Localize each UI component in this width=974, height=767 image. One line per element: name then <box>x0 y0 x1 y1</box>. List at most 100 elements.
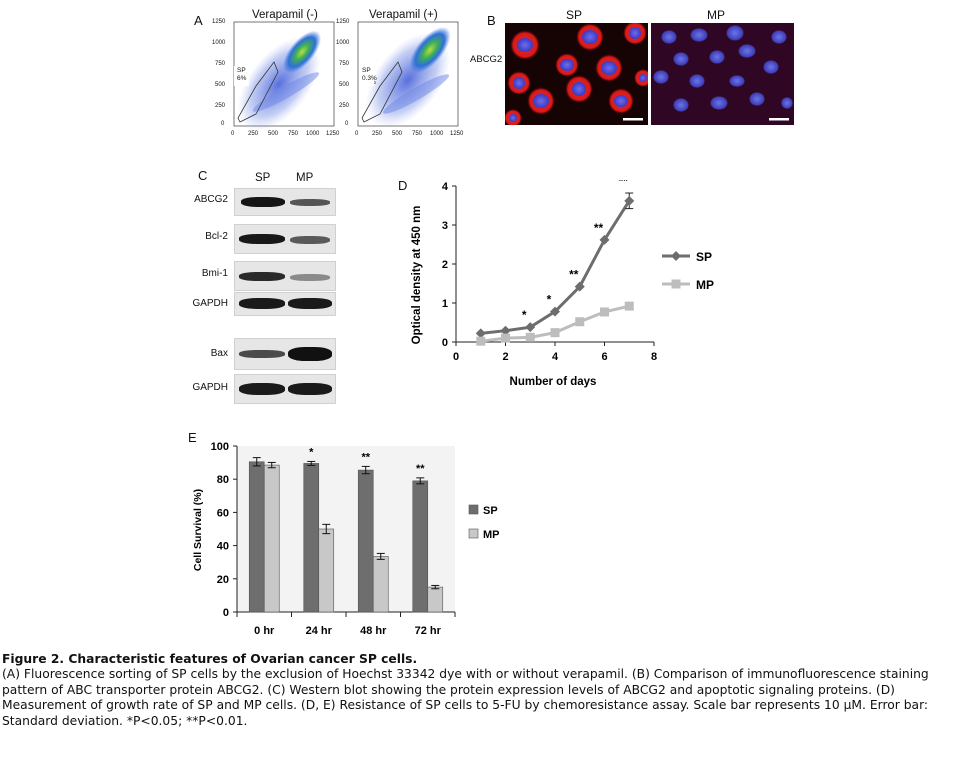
growth-y-axis-label: Optical density at 450 nm <box>411 206 423 345</box>
survival-x-tick-label: 48 hr <box>360 625 387 637</box>
western-blot-label: GAPDH <box>192 382 228 393</box>
panel-a-flow-cytometry: SP 6% SP 0.3% <box>233 21 459 132</box>
flow-x-tick: 250 <box>372 131 383 137</box>
growth-point-mp <box>575 317 585 327</box>
survival-legend-label: MP <box>483 529 500 541</box>
growth-x-tick-label: 6 <box>601 351 607 363</box>
growth-legend-marker <box>671 251 681 261</box>
growth-y-tick-label: 0 <box>442 337 448 349</box>
growth-significance-mark: ** <box>569 268 579 282</box>
panel-b-letter: B <box>487 13 496 28</box>
growth-point-sp <box>550 306 560 317</box>
flow-plot-2-title: Verapamil (+) <box>369 9 438 21</box>
western-blot-label: Bax <box>210 348 228 359</box>
flow-plot-1-title: Verapamil (-) <box>252 9 318 21</box>
growth-x-tick-label: 8 <box>651 351 657 363</box>
survival-bar-mp <box>372 556 389 613</box>
figure-caption-body: (A) Fluorescence sorting of SP cells by … <box>2 667 929 728</box>
growth-legend-marker <box>671 279 681 289</box>
flow-x-tick: 500 <box>268 131 279 137</box>
survival-bar-sp <box>248 461 265 613</box>
growth-y-tick-label: 3 <box>442 220 448 232</box>
survival-bar-mp <box>263 464 280 613</box>
western-blot-label: Bmi-1 <box>201 268 228 279</box>
survival-legend-swatch <box>468 528 479 539</box>
flow-x-tick: 1000 <box>430 131 444 137</box>
growth-point-sp <box>624 195 635 206</box>
flow-x-tick: 1000 <box>306 131 320 137</box>
flow-x-tick: 0 <box>355 131 359 137</box>
survival-significance-mark: ** <box>416 463 425 475</box>
growth-significance-mark: * <box>547 293 552 307</box>
survival-y-tick-label: 20 <box>217 574 229 586</box>
panel-e-letter: E <box>188 430 197 445</box>
flow-x-tick: 750 <box>412 131 423 137</box>
survival-x-tick-label: 72 hr <box>415 625 442 637</box>
growth-point-mp <box>525 332 535 342</box>
immunofluorescence-mp-image <box>651 23 794 125</box>
growth-point-sp <box>599 234 610 245</box>
flow-y-tick: 1000 <box>212 40 226 46</box>
survival-y-tick-label: 0 <box>223 607 229 619</box>
panel-a-flow-plots <box>200 0 360 1</box>
growth-legend-label: MP <box>696 278 714 292</box>
growth-point-sp <box>500 325 511 336</box>
survival-bar-sp <box>357 469 374 613</box>
growth-point-mp <box>476 336 486 346</box>
flow-y-tick: 1250 <box>212 19 226 25</box>
panel-b-mp-label: MP <box>707 8 725 22</box>
growth-point-sp <box>525 322 536 333</box>
growth-significance-mark: ** <box>594 221 604 235</box>
flow-plot-1-gate-label: SP <box>237 67 246 74</box>
survival-legend-label: SP <box>483 505 498 517</box>
western-blot-gapdh-2 <box>234 374 336 404</box>
panel-c-mp-label: MP <box>296 172 314 184</box>
survival-bar-sp <box>303 463 320 613</box>
panel-b-sp-label: SP <box>566 8 583 22</box>
flow-y-tick: 500 <box>215 82 226 88</box>
survival-significance-mark: ** <box>361 451 370 463</box>
western-blot-gapdh-1 <box>234 292 336 316</box>
flow-y-tick: 250 <box>215 103 226 109</box>
survival-significance-mark: * <box>309 446 314 458</box>
growth-point-mp <box>501 333 510 343</box>
western-blot-label: ABCG2 <box>194 194 228 205</box>
growth-y-tick-label: 1 <box>442 298 448 310</box>
panel-b-row-label: ABCG2 <box>470 54 503 65</box>
panel-c-sp-label: SP <box>255 172 271 184</box>
survival-x-tick-label: 24 hr <box>306 625 333 637</box>
flow-y-tick: 0 <box>221 121 225 127</box>
panel-a-letter: A <box>194 13 203 28</box>
flow-y-tick: 1000 <box>336 40 350 46</box>
flow-plot-1: SP 6% <box>233 21 335 132</box>
western-blot-bcl2 <box>234 224 336 254</box>
growth-x-tick-label: 4 <box>552 351 559 363</box>
flow-y-tick: 750 <box>215 61 226 67</box>
growth-legend-label: SP <box>696 250 712 264</box>
survival-y-axis-label: Cell Survival (%) <box>192 489 204 571</box>
western-blot-bax <box>234 338 336 370</box>
flow-y-tick: 1250 <box>336 19 350 25</box>
flow-plot-2-gate-pct: 0.3% <box>362 75 377 82</box>
survival-bar-mp <box>427 586 444 613</box>
survival-y-tick-label: 40 <box>217 541 229 553</box>
survival-y-tick-label: 80 <box>217 474 229 486</box>
growth-significance-mark: * <box>522 308 527 322</box>
growth-x-tick-label: 0 <box>453 351 459 363</box>
flow-plot-2: SP 0.3% <box>357 21 459 128</box>
growth-point-sp <box>475 328 486 339</box>
panel-d-letter: D <box>398 178 408 193</box>
growth-y-tick-label: 4 <box>442 181 449 193</box>
western-blot-label: GAPDH <box>192 298 228 309</box>
western-blot-abcg2 <box>234 188 336 216</box>
western-blot-label: Bcl-2 <box>205 231 228 242</box>
flow-x-tick: 1250 <box>450 131 464 137</box>
survival-y-tick-label: 100 <box>211 441 229 453</box>
panel-a-gate-cover-2 <box>359 66 374 86</box>
growth-x-axis-label: Number of days <box>510 376 597 388</box>
panel-a-gate-cover <box>234 66 249 86</box>
growth-significance-mark: ** <box>619 180 629 188</box>
growth-x-tick-label: 2 <box>502 351 508 363</box>
